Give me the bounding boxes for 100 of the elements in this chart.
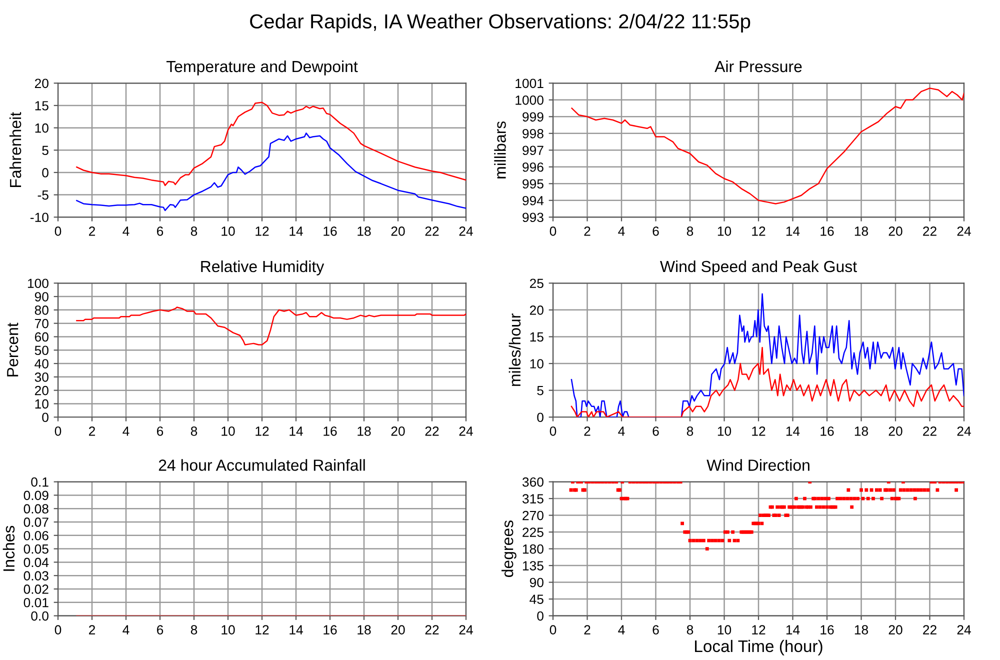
x-tick-label: 18 [358, 625, 371, 634]
y-tick-label: 10 [35, 123, 48, 133]
chart-title: 24 hour Accumulated Rainfall [158, 459, 365, 471]
x-tick-label: 0 [54, 625, 62, 634]
chart-title: Wind Direction [706, 459, 810, 471]
y-tick-label: 90 [530, 578, 544, 588]
line-series [76, 306, 466, 346]
y-tick-label: 45 [530, 594, 544, 604]
x-tick-label: 2 [88, 625, 96, 634]
x-tick-label: 12 [256, 426, 269, 436]
y-axis-title: Percent [7, 322, 18, 376]
x-tick-label: 6 [652, 625, 659, 634]
y-tick-label: 90 [34, 292, 48, 302]
x-tick-label: 10 [222, 226, 235, 236]
x-tick-label: 0 [550, 625, 556, 634]
x-tick-label: 16 [324, 625, 337, 634]
line-series [76, 102, 466, 186]
x-tick-label: 8 [190, 625, 198, 634]
x-tick-label: 14 [786, 226, 800, 236]
x-tick-label: 14 [786, 426, 800, 436]
x-tick-label: 22 [923, 426, 936, 436]
y-tick-label: 0.06 [24, 530, 48, 540]
x-tick-label: 16 [820, 226, 834, 236]
x-tick-label: 8 [686, 625, 694, 634]
x-tick-label: 2 [88, 426, 96, 436]
y-tick-label: 15 [35, 101, 48, 110]
y-tick-label: 0 [42, 168, 48, 178]
y-tick-label: 30 [34, 372, 48, 382]
y-tick-label: 0.04 [24, 558, 49, 568]
x-tick-label: 18 [358, 226, 371, 236]
chart-title: Temperature and Dewpoint [166, 60, 358, 76]
x-tick-label: 18 [358, 426, 371, 436]
x-tick-label: 4 [618, 426, 625, 436]
x-tick-label: 2 [584, 426, 590, 436]
y-tick-label: 360 [522, 477, 544, 487]
x-tick-label: 6 [157, 226, 164, 236]
y-tick-label: 0 [42, 412, 48, 422]
y-tick-label: -10 [30, 212, 48, 222]
x-tick-label: 16 [820, 426, 834, 436]
x-tick-label: 22 [923, 625, 936, 634]
y-tick-label: 996 [522, 162, 544, 172]
x-tick-label: 6 [652, 426, 659, 436]
y-tick-label: 1000 [516, 95, 544, 105]
x-tick-label: 20 [888, 625, 902, 634]
x-tick-label: 0 [54, 426, 62, 436]
y-tick-label: 80 [34, 306, 48, 315]
x-tick-label: 18 [854, 426, 868, 436]
y-tick-label: 0.0 [31, 611, 48, 621]
chart-title: Relative Humidity [201, 260, 324, 276]
chart-title: Air Pressure [714, 60, 802, 72]
x-tick-label: 6 [652, 226, 659, 236]
x-tick-label: 22 [425, 625, 439, 634]
y-tick-label: 100 [28, 278, 48, 288]
y-tick-label: 60 [34, 332, 48, 342]
line-series [76, 132, 466, 212]
y-tick-label: 70 [34, 318, 48, 328]
x-tick-label: 16 [820, 625, 834, 634]
y-tick-label: 20 [530, 306, 544, 315]
x-tick-label: 18 [854, 625, 868, 634]
x-tick-label: 12 [256, 226, 269, 236]
y-tick-label: 994 [522, 196, 544, 206]
y-tick-label: 0.09 [24, 490, 48, 500]
x-tick-label: 14 [290, 426, 303, 436]
y-tick-label: 135 [522, 561, 544, 570]
x-tick-label: 6 [157, 426, 164, 436]
y-tick-label: 0 [537, 412, 544, 422]
y-tick-label: 225 [522, 528, 544, 537]
y-tick-label: 997 [522, 146, 544, 156]
y-tick-label: 0.02 [24, 584, 48, 594]
x-tick-label: 24 [459, 625, 473, 634]
y-tick-label: 0 [537, 611, 544, 621]
x-tick-label: 18 [854, 226, 868, 236]
y-tick-label: 40 [34, 359, 48, 368]
y-tick-label: 5 [537, 386, 544, 396]
x-tick-label: 10 [718, 426, 732, 436]
y-tick-label: -5 [38, 190, 48, 200]
y-tick-label: 10 [530, 359, 544, 368]
x-tick-label: 0 [550, 426, 556, 436]
x-tick-label: 20 [888, 226, 902, 236]
x-axis-title: Local Time (hour) [695, 640, 822, 656]
x-tick-label: 14 [290, 226, 303, 236]
y-tick-label: 180 [522, 544, 544, 554]
y-tick-label: 0.05 [24, 544, 48, 554]
x-tick-label: 12 [256, 625, 269, 634]
x-tick-label: 22 [425, 226, 439, 236]
y-tick-label: 50 [34, 346, 48, 356]
x-tick-label: 4 [618, 625, 625, 634]
y-tick-label: 15 [530, 332, 544, 342]
x-tick-label: 20 [888, 426, 902, 436]
x-tick-label: 20 [391, 426, 405, 436]
line-series [571, 88, 964, 204]
line-series [570, 346, 964, 418]
y-axis-title: Fahrenheit [9, 112, 22, 188]
x-tick-label: 24 [957, 426, 971, 436]
x-tick-label: 20 [391, 625, 405, 634]
y-tick-label: 0.01 [24, 598, 48, 608]
chart-title: Wind Speed and Peak Gust [660, 260, 857, 276]
x-tick-label: 8 [686, 426, 694, 436]
x-tick-label: 14 [786, 625, 800, 634]
y-tick-label: 0.07 [24, 518, 48, 527]
